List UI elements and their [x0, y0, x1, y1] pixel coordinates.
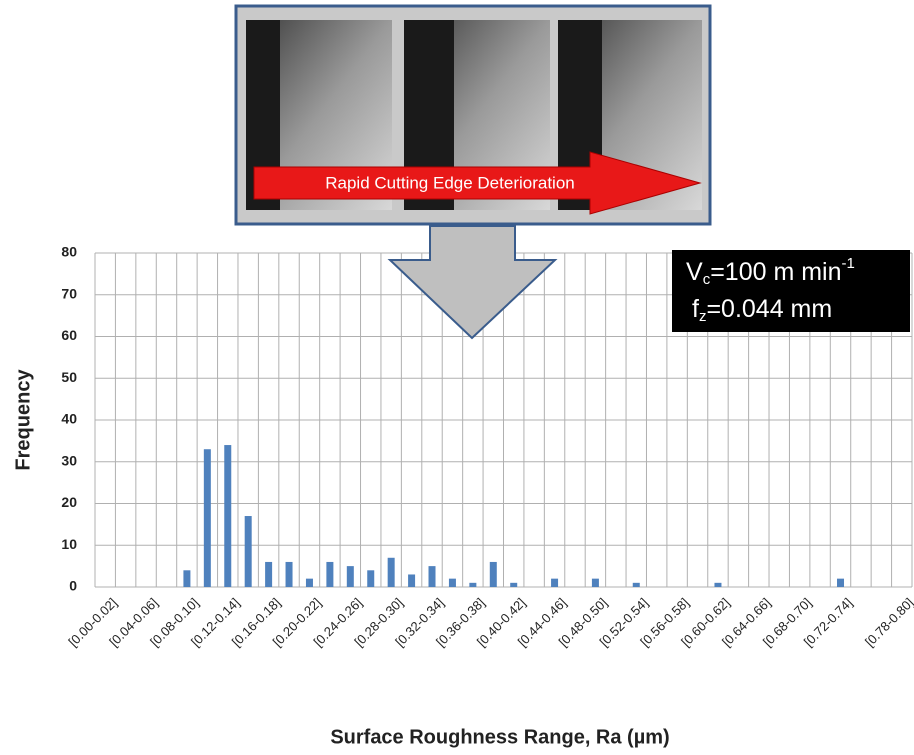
annotation-part: -1 — [842, 255, 855, 272]
bar — [551, 579, 558, 587]
bar — [510, 583, 517, 587]
y-tick-label: 30 — [61, 452, 77, 468]
bar — [367, 570, 374, 587]
bar — [714, 583, 721, 587]
banner-text: Rapid Cutting Edge Deterioration — [325, 173, 574, 192]
annotation: fz=0.044 mm — [692, 295, 832, 325]
y-tick-label: 0 — [69, 578, 77, 594]
bar — [469, 583, 476, 587]
y-tick-label: 60 — [61, 327, 77, 343]
bar — [306, 579, 313, 587]
annotation-part: f — [692, 295, 699, 323]
y-axis-label: Frequency — [12, 369, 34, 471]
bar — [204, 449, 211, 587]
chart: 01020304050607080[0.00-0.02][0.04-0.06][… — [0, 0, 914, 755]
y-tick-label: 20 — [61, 494, 77, 510]
bar — [837, 579, 844, 587]
bar — [408, 574, 415, 587]
bar — [347, 566, 354, 587]
bar — [633, 583, 640, 587]
y-tick-label: 70 — [61, 285, 77, 301]
bar — [245, 516, 252, 587]
bar — [449, 579, 456, 587]
annotation-part: z — [699, 308, 707, 325]
annotation-part: =100 m min — [710, 258, 841, 286]
annotation-part: V — [686, 258, 703, 286]
y-tick-label: 80 — [61, 244, 77, 260]
annotation: Vc=100 m min-1 — [686, 255, 855, 288]
down-arrow — [390, 226, 555, 338]
annotation-part: =0.044 mm — [706, 295, 832, 323]
bar — [490, 562, 497, 587]
bar — [388, 558, 395, 587]
y-tick-label: 10 — [61, 536, 77, 552]
bar — [224, 445, 231, 587]
y-tick-label: 40 — [61, 411, 77, 427]
x-tick-label: [0.78-0.80] — [862, 595, 914, 650]
bar — [326, 562, 333, 587]
page: 01020304050607080[0.00-0.02][0.04-0.06][… — [0, 0, 914, 755]
bar — [429, 566, 436, 587]
bar — [592, 579, 599, 587]
bar — [286, 562, 293, 587]
bar — [265, 562, 272, 587]
x-axis-label: Surface Roughness Range, Ra (µm) — [330, 726, 669, 748]
y-tick-label: 50 — [61, 369, 77, 385]
bar — [183, 570, 190, 587]
